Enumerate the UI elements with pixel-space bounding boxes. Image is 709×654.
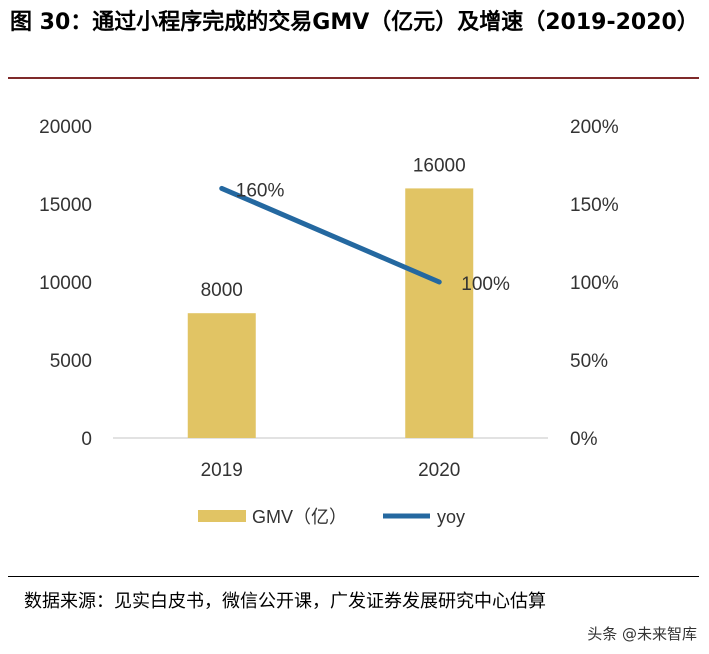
right-axis: 0% 50% 100% 150% 200% [570, 117, 619, 450]
bar-2020 [405, 188, 474, 438]
left-axis: 0 5000 10000 15000 20000 [39, 117, 92, 450]
legend-label-yoy: yoy [437, 507, 465, 527]
gmv-chart: 0 5000 10000 15000 20000 0% 50% 100% 150% 200% 8… [39, 117, 619, 527]
x-tick-label: 2020 [418, 460, 460, 481]
x-axis-labels: 2019 2020 [201, 460, 461, 481]
yoy-line [219, 185, 442, 285]
line-data-label: 160% [236, 180, 285, 201]
left-tick-label: 20000 [39, 117, 92, 138]
right-tick-label: 100% [570, 273, 619, 294]
legend: GMV（亿） yoy [198, 507, 465, 527]
right-tick-label: 0% [570, 429, 598, 450]
right-tick-label: 50% [570, 351, 608, 372]
line-data-label: 100% [461, 274, 510, 295]
bar-2019 [187, 313, 256, 438]
title-divider [8, 77, 699, 79]
source-note: 数据来源：见实白皮书，微信公开课，广发证券发展研究中心估算 [24, 591, 546, 612]
legend-swatch-gmv [198, 510, 246, 522]
right-tick-label: 150% [570, 195, 619, 216]
page-title: 图 30：通过小程序完成的交易GMV（亿元）及增速（2019-2020） [10, 10, 699, 35]
left-tick-label: 10000 [39, 273, 92, 294]
footer-divider [8, 576, 699, 577]
left-tick-label: 15000 [39, 195, 92, 216]
left-tick-label: 0 [81, 429, 92, 450]
right-tick-label: 200% [570, 117, 619, 138]
bar-series: 8000 16000 [187, 155, 474, 438]
bar-data-label: 16000 [413, 155, 466, 176]
line-series: 160% 100% [219, 180, 510, 295]
x-tick-label: 2019 [201, 460, 243, 481]
watermark: 头条 @未来智库 [587, 625, 697, 643]
legend-label-gmv: GMV（亿） [252, 507, 347, 527]
left-tick-label: 5000 [50, 351, 92, 372]
bar-data-label: 8000 [201, 280, 243, 301]
